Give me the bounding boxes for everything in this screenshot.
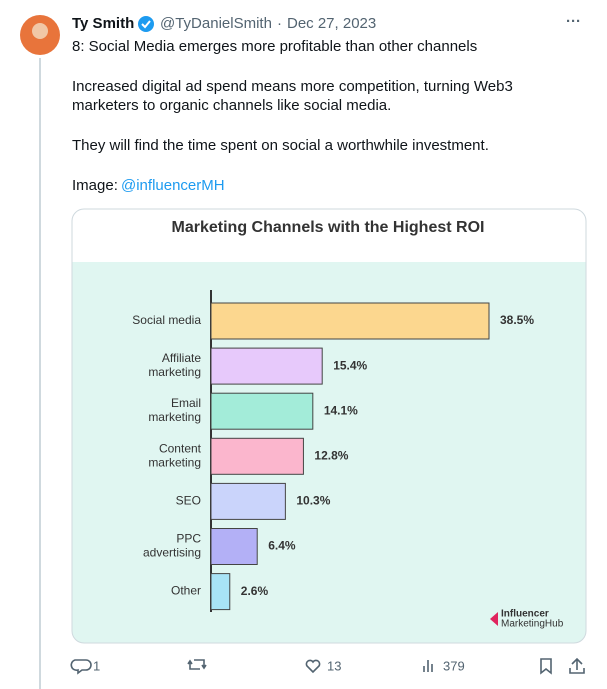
image-label: Image:: [72, 177, 118, 194]
mention-link[interactable]: @influencerMH: [121, 177, 225, 194]
views-icon[interactable]: [423, 660, 433, 672]
bar: [210, 302, 490, 340]
like-icon[interactable]: [305, 659, 321, 674]
value-label: 10.3%: [296, 494, 330, 508]
value-label: 12.8%: [314, 448, 348, 462]
avatar-face: [32, 23, 48, 39]
bookmark-icon[interactable]: [540, 658, 552, 675]
bar: [210, 482, 286, 520]
chart-image[interactable]: [72, 209, 586, 643]
bar: [210, 437, 304, 475]
category-label: PPC advertising: [143, 532, 201, 560]
category-label: Content marketing: [148, 441, 201, 469]
separator: ·: [277, 15, 282, 32]
logo-text: Influencer: [501, 609, 549, 620]
reply-icon[interactable]: [70, 659, 92, 675]
category-label: Social media: [132, 313, 201, 327]
category-label: SEO: [176, 494, 201, 508]
logo-text: MarketingHub: [501, 619, 564, 630]
more-menu[interactable]: ···: [566, 13, 581, 30]
image-border: [71, 208, 587, 644]
verified-badge: [138, 16, 154, 32]
value-label: 14.1%: [324, 403, 358, 417]
category-label: Email marketing: [148, 396, 201, 424]
bar: [210, 528, 258, 565]
category-label: Other: [171, 584, 201, 598]
chart-title: Marketing Channels with the Highest ROI: [172, 219, 485, 236]
value-label: 2.6%: [241, 584, 269, 598]
value-label: 38.5%: [500, 313, 534, 327]
action-bar: [70, 657, 585, 675]
tweet-text: They will find the time spent on social …: [72, 137, 489, 154]
tweet-text: 8: Social Media emerges more profitable …: [72, 38, 477, 55]
bar: [210, 392, 314, 430]
verified-check: [141, 20, 151, 29]
value-label: 15.4%: [333, 358, 367, 372]
view-count: 379: [443, 658, 465, 673]
bar: [210, 573, 231, 611]
repost-icon[interactable]: [187, 659, 207, 670]
logo-mark: [490, 612, 498, 626]
author-handle[interactable]: @TyDanielSmith: [160, 15, 272, 32]
reply-count: 1: [93, 658, 100, 673]
author-name[interactable]: Ty Smith: [72, 15, 134, 32]
tweet-date[interactable]: Dec 27, 2023: [287, 15, 376, 32]
tweet-text: Increased digital ad spend means more co…: [72, 78, 513, 95]
bar: [210, 347, 323, 385]
category-label: Affiliate marketing: [148, 351, 201, 379]
value-label: 6.4%: [268, 539, 296, 553]
tweet-text: marketers to organic channels like socia…: [72, 97, 391, 114]
share-icon[interactable]: [569, 657, 585, 674]
like-count: 13: [327, 658, 341, 673]
